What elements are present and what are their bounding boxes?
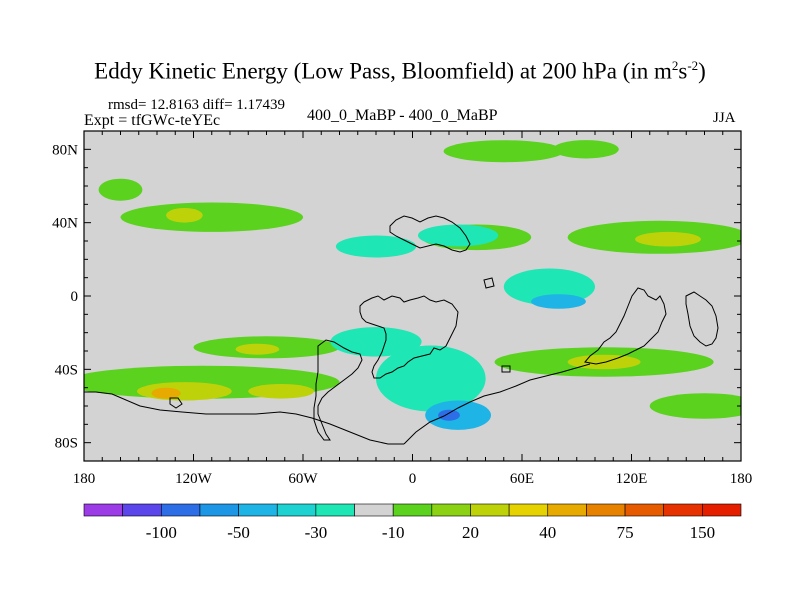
title-superscript-1: 2 [671, 58, 679, 73]
continent-small-island-c [501, 365, 511, 373]
y-axis: 80N 40N 0 40S 80S [52, 130, 741, 462]
colorbar-box [431, 503, 471, 517]
field-south-africa-core [438, 409, 460, 421]
colorbar-label: 150 [690, 523, 716, 542]
colorbar-box [238, 503, 278, 517]
colorbar-box [315, 503, 355, 517]
colorbar-label: -100 [146, 523, 177, 542]
title-mid: s [678, 58, 688, 84]
field-asia-storm-core [635, 231, 701, 247]
x-tick-label: 60E [510, 471, 534, 487]
colorbar-box [470, 503, 510, 517]
continent-antarctica-edge [84, 391, 404, 445]
x-tick-label: 0 [409, 471, 417, 487]
colorbar-box [122, 503, 162, 517]
x-axis: 180 120W 60W 0 60E 120E 180 [73, 131, 753, 487]
field-southern-pacific-peak [151, 387, 181, 399]
colorbar-label: -10 [382, 523, 405, 542]
title-superscript-2: -2 [687, 58, 699, 73]
colorbar-label: 20 [462, 523, 479, 542]
colorbar-box [354, 503, 394, 517]
field-southern-west-minus [330, 327, 422, 357]
field-southern-mid-core [235, 343, 280, 355]
field-arctic-band [443, 140, 564, 163]
continent-small-island-a [169, 397, 183, 409]
x-tick-label: 120E [616, 471, 648, 487]
field-na-storm-track [120, 202, 304, 232]
field-europe-minus [335, 235, 417, 258]
colorbar-box [392, 503, 433, 517]
colorbar-label: 40 [539, 523, 556, 542]
field-southern-pacific-core [137, 382, 232, 401]
colorbar-box [508, 503, 549, 517]
run-label: 400_0_MaBP - 400_0_MaBP [307, 107, 498, 124]
y-tick-label: 40N [52, 216, 78, 232]
rmsd-stats: rmsd= 12.8163 diff= 1.17439 [108, 97, 286, 113]
y-tick-label: 40S [55, 362, 78, 378]
colorbar-label: -30 [305, 523, 328, 542]
field-tropical-core [531, 294, 586, 309]
y-tick-label: 80S [55, 436, 78, 452]
field-pacific-patch [98, 178, 143, 201]
x-tick-label: 180 [730, 471, 753, 487]
x-tick-label: 180 [73, 471, 96, 487]
colorbar-box [586, 503, 626, 517]
colorbar-box [160, 503, 201, 517]
field-southern-eastpac-core [248, 384, 314, 399]
continent-outlines [84, 215, 719, 445]
colorbar-label: -50 [227, 523, 250, 542]
title-end: ) [698, 58, 706, 84]
title-main: Eddy Kinetic Energy (Low Pass, Bloomfiel… [94, 58, 672, 84]
field-na-storm-core [166, 208, 203, 223]
experiment-label: Expt = tfGWc-teYEc [84, 112, 221, 129]
continent-eastern-island [685, 291, 719, 347]
continent-south-east-edge [403, 363, 591, 445]
y-tick-label: 0 [71, 289, 79, 305]
season-label: JJA [713, 110, 736, 126]
y-tick-label: 80N [52, 142, 78, 158]
continent-africa [359, 295, 459, 379]
continent-south-america [313, 339, 363, 441]
colorbar-box [663, 503, 703, 517]
colorbar-label: 75 [617, 523, 634, 542]
colorbar-box [83, 503, 123, 517]
colorbar-box [199, 503, 239, 517]
x-tick-label: 60W [288, 471, 318, 487]
colorbar-box [624, 503, 665, 517]
colorbar-box [702, 503, 742, 517]
field-arctic-band-east [553, 140, 619, 159]
colorbar: -100 -50 -30 -10 20 40 75 150 [83, 503, 742, 542]
plot-background [84, 131, 741, 461]
x-tick-label: 120W [175, 471, 213, 487]
chart-title: Eddy Kinetic Energy (Low Pass, Bloomfiel… [0, 58, 800, 85]
colorbar-box [547, 503, 587, 517]
field-mideast-minus [418, 224, 499, 247]
continent-small-island-b [483, 277, 495, 289]
continent-australia [584, 287, 667, 365]
colorbar-box [276, 503, 317, 517]
continent-europe-outline [389, 215, 471, 253]
field-south-atlantic-minus [376, 345, 486, 412]
field-southern-east-band [649, 393, 741, 419]
